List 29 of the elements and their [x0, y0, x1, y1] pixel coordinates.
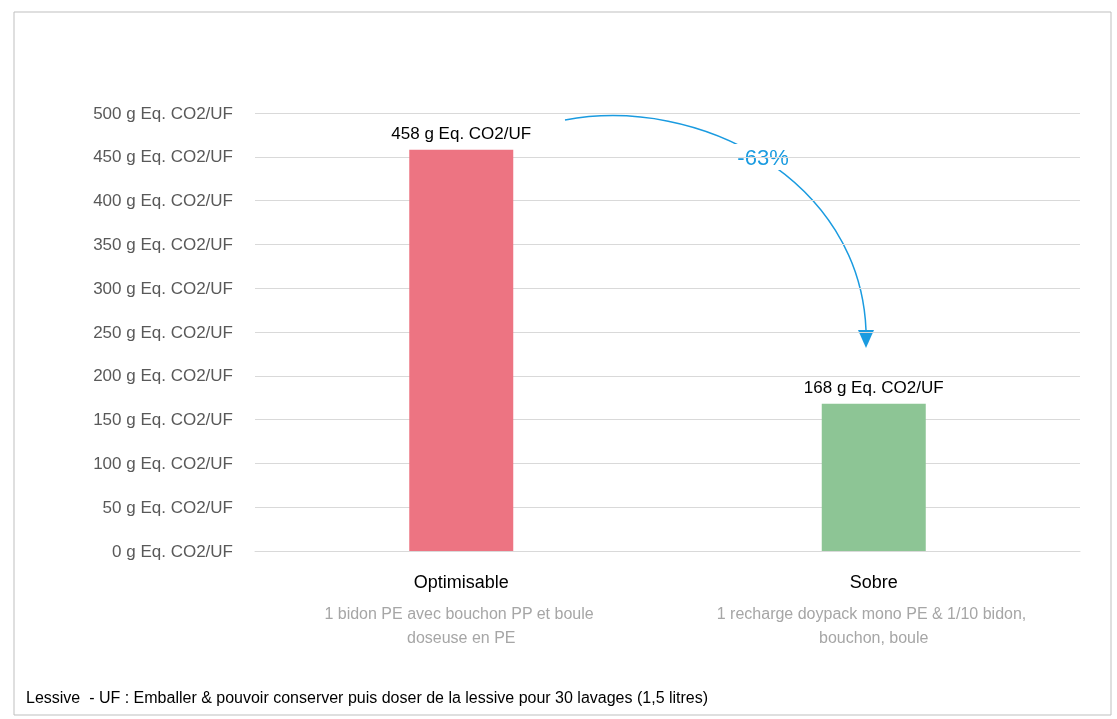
text: g Eq. CO2/UF	[126, 103, 233, 123]
y-tick-label: 0	[112, 541, 122, 561]
data-label: 168 g Eq. CO2/UF	[803, 377, 944, 397]
y-tick-label: 200	[93, 366, 122, 386]
text: g Eq. CO2/UF	[126, 497, 233, 517]
x-tick-label: Optimisable	[413, 572, 509, 592]
y-axis-title: g Eq. CO2/UF	[121, 541, 233, 561]
y-tick-label: 400	[93, 191, 122, 211]
text: g Eq. CO2/UF	[126, 278, 233, 298]
y-tick-label: 500	[93, 103, 122, 123]
y-tick-label: 150	[93, 410, 122, 430]
y-tick-label: 300	[93, 278, 122, 298]
text: g Eq. CO2/UF	[126, 410, 233, 430]
text: 1 bidon PE avec bouchon PP et boule doseuse en PE	[324, 604, 599, 646]
text: 1 recharge doypack mono PE & 1/10 bidon, bouchon, boule	[716, 604, 1031, 646]
text: g Eq. CO2/UF	[126, 322, 233, 342]
text: g Eq. CO2/UF	[126, 366, 233, 386]
y-tick-label: 450	[93, 147, 122, 167]
text: Lessive - UF : Emballer & pouvoir conserver puis doser de la lessive pour 30 lavages (1,5 litres)	[26, 688, 709, 706]
y-tick-label: 250	[93, 322, 122, 342]
text: g Eq. CO2/UF	[126, 453, 233, 473]
y-tick-label: 50	[102, 497, 122, 517]
y-tick-label: 350	[93, 234, 122, 254]
x-tick-label: Sobre	[849, 572, 898, 592]
text: g Eq. CO2/UF	[126, 147, 233, 167]
text: g Eq. CO2/UF	[126, 234, 233, 254]
text: g Eq. CO2/UF	[126, 191, 233, 211]
y-tick-label: 100	[93, 453, 122, 473]
data-label: 458 g Eq. CO2/UF	[391, 123, 532, 143]
